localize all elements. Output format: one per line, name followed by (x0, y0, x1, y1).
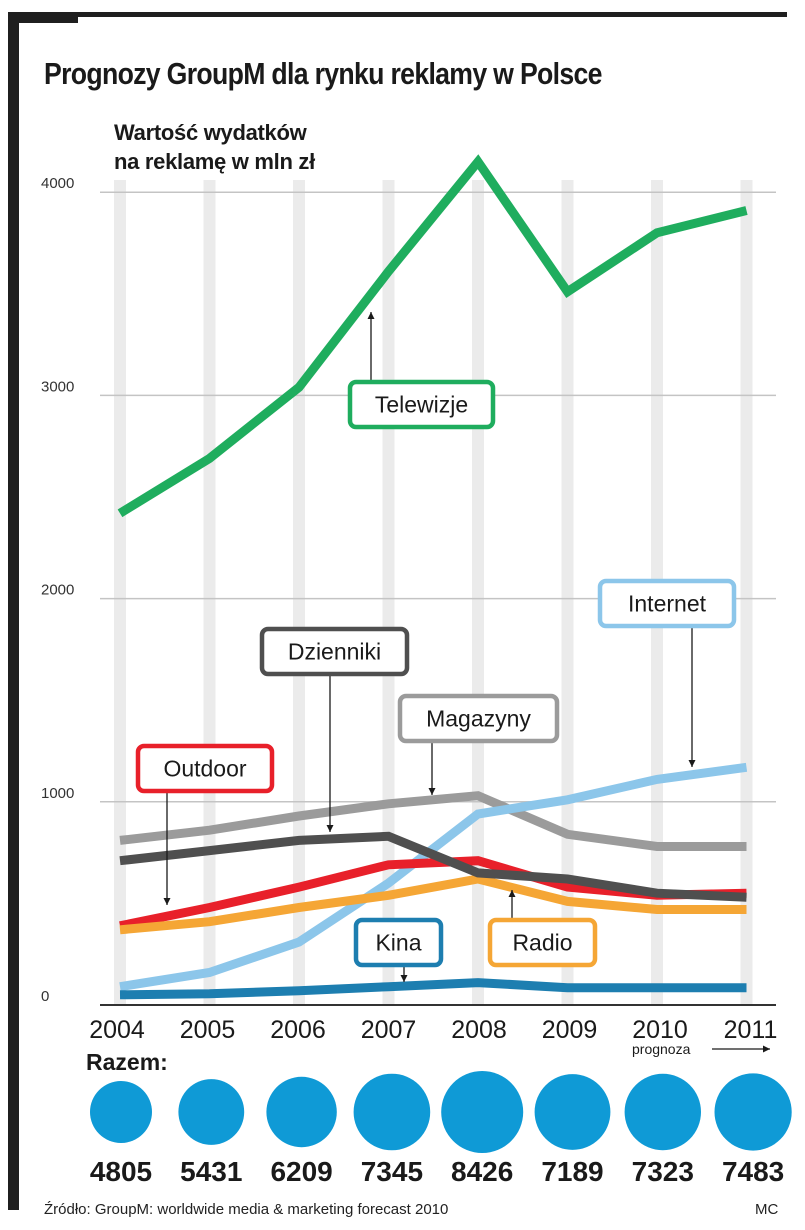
callout-arrowhead-outdoor (163, 898, 171, 905)
total-bubble-2007 (353, 1073, 431, 1151)
x-tick-label-2010: 2010 (632, 1016, 688, 1044)
x-tick-label-2004: 2004 (89, 1016, 145, 1044)
x-tick-label-2006: 2006 (270, 1016, 326, 1044)
x-tick-label-2008: 2008 (451, 1016, 507, 1044)
callout-box-telewizje (347, 379, 496, 430)
callout-layer: Telewizje Internet Magazyny Dzienniki Outdoo… (135, 312, 737, 982)
total-bubble-2005 (178, 1079, 245, 1145)
series-line-magazyny (119, 791, 747, 851)
total-value-2011: 7483 (721, 1156, 785, 1187)
frame-left-rule (8, 12, 19, 1210)
y-tick-label-0: 0 (41, 988, 49, 1005)
total-value-2004: 4805 (89, 1156, 153, 1187)
series-line-dzienniki (119, 831, 747, 902)
series-layer (117, 154, 748, 1000)
x-tick-label-2007: 2007 (361, 1016, 417, 1044)
y-axis-title: Wartość wydatków na reklamę w mln zł (114, 118, 315, 176)
y-tick-label-4000: 4000 (41, 175, 74, 192)
forecast-label: prognoza (632, 1041, 691, 1057)
callout-arrowhead-telewizje (367, 312, 375, 319)
series-line-internet (119, 762, 748, 992)
y-tick-label-1000: 1000 (41, 785, 74, 802)
x-tick-label-2009: 2009 (542, 1016, 598, 1044)
callout-box-magazyny (397, 693, 560, 744)
forecast-arrowhead (763, 1045, 770, 1053)
callout-arrowhead-radio (508, 890, 516, 897)
total-value-2010: 7323 (631, 1156, 694, 1187)
total-bubble-2009 (534, 1074, 611, 1150)
total-value-2005: 5431 (180, 1156, 243, 1187)
series-line-radio (119, 874, 747, 935)
page-title: Prognozy GroupM dla rynku reklamy w Pols… (44, 56, 602, 91)
callout-label-magazyny: Magazyny (426, 706, 531, 732)
total-bubble-2008 (441, 1071, 524, 1153)
x-tick-label-2005: 2005 (180, 1016, 236, 1044)
callout-label-internet: Internet (628, 591, 707, 617)
callout-arrowhead-internet (688, 760, 696, 767)
callout-label-dzienniki: Dzienniki (288, 639, 381, 665)
callout-label-telewizje: Telewizje (375, 392, 468, 418)
series-line-telewizje (117, 154, 748, 518)
callout-arrowhead-dzienniki (326, 825, 334, 832)
axis-layer: 0 1000 2000 3000 4000 2004 2005 2006 2007 2008 200… (41, 175, 777, 1057)
totals-bubble-layer (90, 1071, 792, 1153)
callout-box-outdoor (135, 743, 275, 794)
total-bubble-2006 (266, 1076, 337, 1148)
y-tick-label-3000: 3000 (41, 378, 74, 395)
callout-box-radio (487, 917, 598, 968)
total-bubble-2010 (624, 1073, 701, 1151)
frame-top-rule (8, 12, 787, 17)
x-tick-label-2011: 2011 (724, 1016, 778, 1044)
total-value-2008: 8426 (451, 1156, 514, 1187)
y-tick-label-2000: 2000 (41, 582, 74, 599)
total-value-2009: 7189 (541, 1156, 604, 1187)
frame-corner (8, 12, 78, 23)
totals-values: 4805 5431 6209 7345 8426 7189 7323 7483 (0, 1156, 805, 1192)
series-line-kina (119, 978, 747, 1000)
callout-arrowhead-kina (400, 975, 408, 982)
callout-box-dzienniki (259, 626, 410, 677)
callout-label-radio: Radio (512, 930, 572, 956)
total-value-2007: 7345 (360, 1156, 424, 1187)
callout-box-kina (353, 917, 444, 968)
author-initials: MC (755, 1201, 779, 1218)
callout-label-kina: Kina (375, 930, 421, 956)
totals-label: Razem: (86, 1049, 168, 1075)
total-bubble-2011 (714, 1073, 792, 1151)
source-note: Źródło: GroupM: worldwide media & market… (44, 1201, 449, 1218)
total-bubble-2004 (90, 1081, 152, 1143)
total-value-2006: 6209 (270, 1156, 333, 1187)
callout-label-outdoor: Outdoor (163, 756, 246, 782)
y-axis-title-line-1: Wartość wydatków (114, 120, 307, 145)
callout-box-internet (597, 578, 737, 629)
y-axis-title-line-2: na reklamę w mln zł (114, 149, 315, 174)
callout-arrowhead-magazyny (428, 788, 436, 795)
